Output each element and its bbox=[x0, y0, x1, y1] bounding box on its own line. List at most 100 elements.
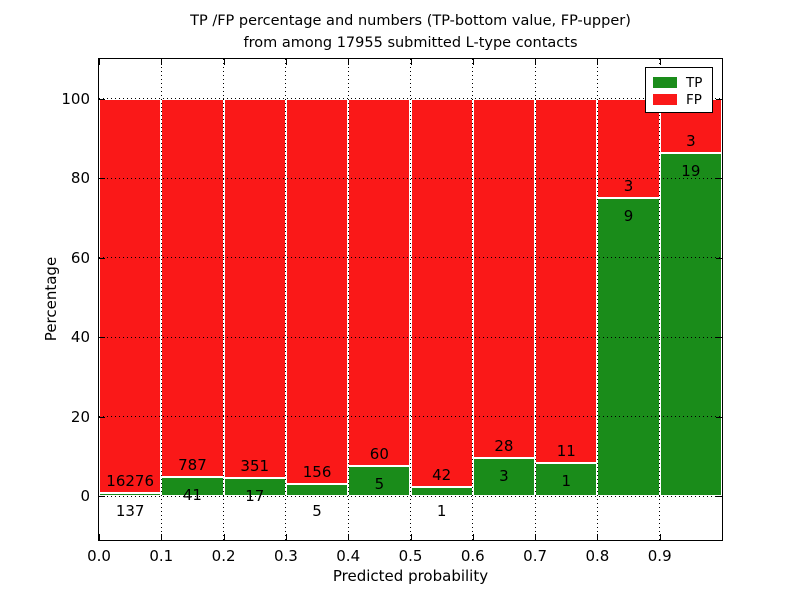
tp-count-label: 9 bbox=[623, 207, 634, 226]
bar-segment-fp bbox=[348, 98, 411, 466]
y-tick-mark bbox=[716, 257, 722, 259]
x-tick-label: 0.5 bbox=[398, 547, 423, 565]
bar-segment-tp bbox=[472, 457, 536, 497]
x-tick-mark bbox=[597, 534, 599, 540]
y-tick-label: 40 bbox=[70, 328, 90, 347]
bar-segment-tp bbox=[223, 477, 286, 497]
bar-segment-tp bbox=[285, 483, 349, 497]
fp-count-label: 787 bbox=[178, 455, 207, 474]
fp-count-label: 60 bbox=[369, 444, 389, 463]
tp-count-label: 1 bbox=[436, 501, 447, 520]
tp-legend-label: TP bbox=[686, 74, 703, 91]
bar-segment-tp bbox=[348, 465, 411, 497]
x-tick-label: 0.4 bbox=[336, 547, 361, 565]
tp-count-label: 41 bbox=[182, 485, 202, 504]
y-tick-mark bbox=[716, 496, 722, 498]
y-tick-label: 80 bbox=[70, 169, 90, 188]
bar-segment-fp bbox=[535, 98, 598, 464]
x-tick-mark bbox=[410, 59, 412, 65]
x-tick-mark bbox=[472, 534, 474, 540]
y-tick-mark bbox=[99, 98, 105, 100]
x-tick-label: 0.7 bbox=[523, 547, 548, 565]
x-tick-mark bbox=[597, 59, 599, 65]
x-tick-label: 0.2 bbox=[211, 547, 236, 565]
y-tick-mark bbox=[99, 496, 105, 498]
fp-count-label: 3 bbox=[623, 177, 634, 196]
y-tick-mark bbox=[99, 178, 105, 180]
bar-segment-tp bbox=[99, 492, 162, 497]
y-tick-label: 20 bbox=[70, 407, 90, 426]
legend-item-tp: TP bbox=[653, 74, 712, 91]
v-gridline bbox=[223, 59, 225, 540]
tp-count-label: 137 bbox=[115, 501, 145, 520]
x-tick-mark bbox=[285, 534, 287, 540]
y-tick-mark bbox=[99, 257, 105, 259]
tp-count-label: 3 bbox=[499, 466, 509, 485]
chart-title-line2: from among 17955 submitted L-type contac… bbox=[243, 35, 578, 51]
bar-segment-fp bbox=[472, 98, 536, 458]
v-gridline bbox=[659, 59, 661, 540]
fp-legend-label: FP bbox=[686, 91, 702, 108]
fp-count-label: 16276 bbox=[106, 471, 154, 490]
chart-title: TP /FP percentage and numbers (TP-bottom… bbox=[99, 10, 722, 54]
v-gridline bbox=[472, 59, 474, 540]
fp-count-label: 11 bbox=[556, 442, 576, 461]
v-gridline bbox=[596, 59, 598, 540]
v-gridline bbox=[410, 59, 411, 540]
bar-segment-fp bbox=[597, 98, 660, 199]
tp-count-label: 19 bbox=[681, 161, 701, 180]
v-gridline bbox=[534, 59, 536, 540]
y-tick-mark bbox=[99, 337, 105, 339]
fp-count-label: 3 bbox=[686, 131, 696, 150]
x-tick-mark bbox=[659, 59, 661, 65]
x-tick-label: 0.6 bbox=[460, 547, 485, 565]
fp-count-label: 42 bbox=[432, 466, 452, 484]
x-tick-mark bbox=[535, 59, 537, 65]
x-tick-mark bbox=[223, 59, 225, 65]
y-tick-mark bbox=[716, 178, 722, 180]
x-tick-mark bbox=[285, 59, 287, 65]
y-tick-mark bbox=[99, 416, 105, 418]
x-axis-label: Predicted probability bbox=[332, 567, 489, 585]
tp-legend-swatch bbox=[653, 77, 677, 88]
y-tick-label: 100 bbox=[61, 89, 90, 108]
x-tick-mark bbox=[472, 59, 474, 65]
v-gridline bbox=[285, 59, 287, 540]
x-tick-mark bbox=[99, 534, 100, 540]
chart-title-line1: TP /FP percentage and numbers (TP-bottom… bbox=[190, 13, 631, 29]
bar-segment-fp bbox=[161, 98, 224, 477]
y-tick-label: 60 bbox=[70, 248, 90, 267]
fp-count-label: 28 bbox=[494, 436, 514, 455]
fp-legend-swatch bbox=[653, 94, 677, 105]
legend: TP FP bbox=[645, 67, 713, 113]
v-gridline bbox=[160, 59, 162, 540]
tp-count-label: 5 bbox=[312, 501, 322, 520]
tp-count-label: 17 bbox=[245, 486, 265, 505]
bar-segment-fp bbox=[223, 98, 286, 478]
bar-segment-tp bbox=[535, 463, 598, 497]
legend-item-fp: FP bbox=[653, 91, 712, 108]
tp-count-label: 5 bbox=[374, 474, 385, 493]
x-tick-mark bbox=[161, 534, 163, 540]
x-tick-mark bbox=[99, 59, 100, 65]
fp-count-label: 351 bbox=[240, 456, 270, 475]
bar-segment-tp bbox=[659, 152, 722, 497]
tp-count-label: 1 bbox=[561, 472, 572, 491]
bar-segment-fp bbox=[99, 98, 162, 493]
y-tick-label: 0 bbox=[80, 487, 90, 506]
x-tick-label: 0.3 bbox=[273, 547, 298, 565]
plot-area: TP FP 16276 137 787 41 351 17 156 5 60 5 42 1 28 3 11 1… bbox=[61, 58, 723, 565]
y-tick-mark bbox=[716, 337, 722, 339]
y-tick-mark bbox=[716, 98, 722, 100]
fp-count-label: 156 bbox=[302, 462, 332, 481]
x-tick-label: 0.9 bbox=[647, 547, 672, 565]
x-tick-label: 0.0 bbox=[87, 547, 111, 565]
bar-segment-tp bbox=[410, 487, 473, 497]
x-tick-mark bbox=[535, 534, 537, 540]
v-gridline bbox=[347, 59, 349, 540]
x-tick-label: 0.8 bbox=[585, 547, 610, 565]
x-tick-mark bbox=[410, 534, 412, 540]
bar-segment-fp bbox=[285, 98, 349, 484]
bar-segment-fp bbox=[410, 98, 473, 487]
y-tick-mark bbox=[716, 416, 722, 418]
